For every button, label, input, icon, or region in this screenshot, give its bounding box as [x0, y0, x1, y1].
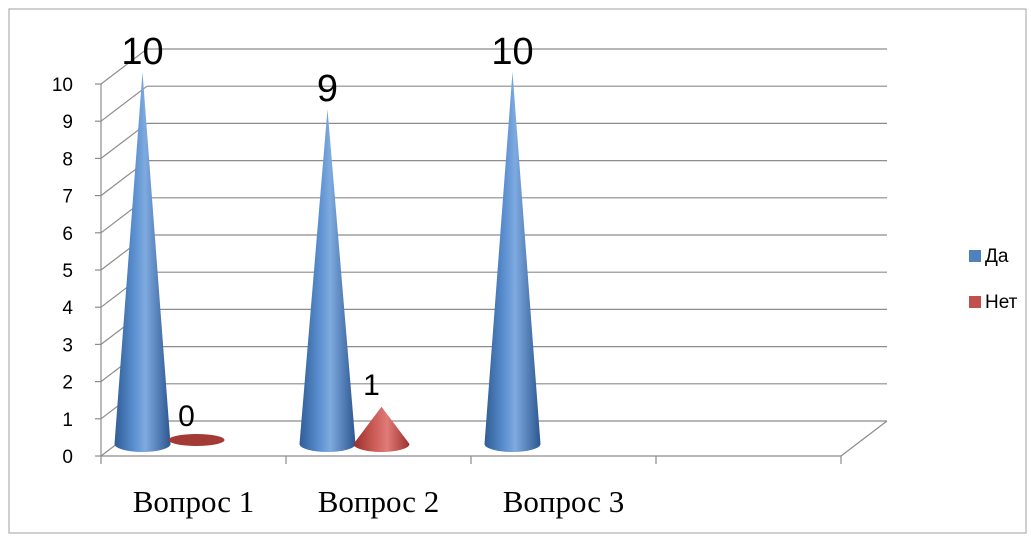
- cone-body: [299, 109, 356, 452]
- legend-item-da: Да: [969, 246, 1009, 267]
- legend: Да Нет: [969, 246, 1018, 313]
- data-label: 10: [491, 31, 533, 73]
- data-label: 0: [178, 400, 195, 433]
- floor-edge: [840, 420, 888, 457]
- gridline: [100, 48, 887, 85]
- y-tick-label: 6: [62, 224, 73, 245]
- category-labels: Вопрос 1 Вопрос 2 Вопрос 3: [133, 484, 625, 519]
- axes: [95, 83, 888, 464]
- cone-da-2: [299, 109, 356, 452]
- y-tick-label: 4: [62, 298, 73, 319]
- category-label: Вопрос 3: [503, 484, 625, 519]
- gridline-side: [100, 85, 148, 122]
- data-labels: 10 9 10 0 1: [121, 31, 533, 433]
- y-tick-label: 8: [62, 149, 73, 170]
- cone-da-3: [484, 72, 541, 452]
- category-label: Вопрос 1: [133, 484, 255, 519]
- cone-body: [353, 406, 410, 452]
- y-tick-label: 3: [62, 335, 73, 356]
- gridline: [100, 85, 887, 122]
- legend-label: Да: [985, 246, 1009, 267]
- legend-swatch: [969, 296, 981, 308]
- cone-da-1: [114, 72, 171, 452]
- gridline-side: [100, 48, 148, 85]
- legend-swatch: [969, 250, 981, 262]
- y-tick-label: 5: [62, 261, 73, 282]
- y-tick-label: 9: [62, 112, 73, 133]
- data-label: 10: [121, 31, 163, 73]
- cone-body: [114, 72, 171, 452]
- legend-label: Нет: [985, 292, 1018, 313]
- legend-item-net: Нет: [969, 292, 1018, 313]
- data-label: 9: [317, 68, 338, 110]
- cone-body: [484, 72, 541, 452]
- cone-net-2: [353, 406, 410, 452]
- cone-marks: [114, 72, 541, 452]
- y-tick-label: 1: [62, 410, 73, 431]
- category-label: Вопрос 2: [318, 484, 440, 519]
- y-tick-label: 10: [52, 75, 73, 96]
- cone-net-1: [168, 434, 225, 446]
- y-tick-label: 2: [62, 373, 73, 394]
- y-tick-label: 0: [62, 447, 73, 468]
- y-tick-label: 7: [62, 187, 73, 208]
- cone-flat-base: [168, 434, 225, 446]
- y-tick-labels: 0 1 2 3 4 5 6 7 8 9 10: [52, 75, 74, 468]
- data-label: 1: [363, 369, 380, 402]
